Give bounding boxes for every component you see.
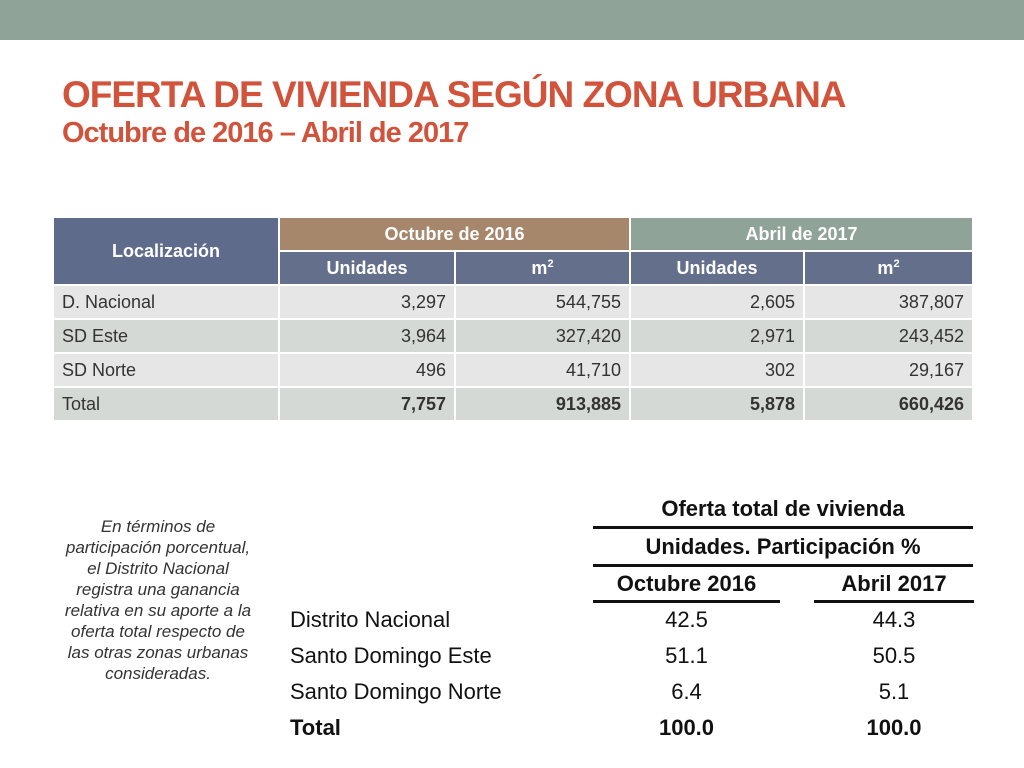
t2-row-v1: 42.5 <box>665 607 708 632</box>
table-row: D. Nacional 3,297 544,755 2,605 387,807 <box>52 284 974 320</box>
t2-row-v2-total: 100.0 <box>866 715 922 740</box>
housing-offer-table: Localización Octubre de 2016 Abril de 20… <box>52 216 974 422</box>
t2-rule-mid <box>593 564 973 567</box>
t2-row-v2: 44.3 <box>872 607 916 632</box>
subheader-unidades-abr: Unidades <box>629 250 805 286</box>
cell-abr-unidades: 2,971 <box>629 318 805 354</box>
t2-row-label: Santo Domingo Este <box>290 643 492 668</box>
cell-localizacion: D. Nacional <box>52 284 280 320</box>
cell-localizacion: Total <box>52 386 280 422</box>
table-row: SD Este 3,964 327,420 2,971 243,452 <box>52 318 974 354</box>
cell-abr-unidades: 302 <box>629 352 805 388</box>
cell-oct-unidades: 7,757 <box>278 386 456 422</box>
t2-rule-col1 <box>593 600 780 603</box>
cell-oct-m2: 327,420 <box>454 318 631 354</box>
cell-localizacion: SD Norte <box>52 352 280 388</box>
note-text: En términos de participación porcentual,… <box>64 517 252 683</box>
cell-abr-m2: 387,807 <box>803 284 974 320</box>
t2-row-label: Distrito Nacional <box>290 607 451 632</box>
title-subtitle: Octubre de 2016 – Abril de 2017 <box>62 117 469 149</box>
t2-rule-top <box>593 526 973 529</box>
t2-row-v2: 5.1 <box>878 679 910 704</box>
t2-row-v1: 6.4 <box>671 679 702 704</box>
header-octubre-2016: Octubre de 2016 <box>278 216 631 252</box>
cell-abr-m2: 29,167 <box>803 352 974 388</box>
t2-row-v1-total: 100.0 <box>658 715 715 740</box>
t2-col-abril: Abril 2017 <box>841 571 947 596</box>
header-abril-2017: Abril de 2017 <box>629 216 974 252</box>
subheader-m2-abr: m2 <box>803 250 974 286</box>
title-main: OFERTA DE VIVIENDA SEGÚN ZONA URBANA <box>62 74 847 115</box>
slide-title: OFERTA DE VIVIENDA SEGÚN ZONA URBANA Oct… <box>62 74 1002 150</box>
cell-oct-m2: 913,885 <box>454 386 631 422</box>
cell-abr-m2: 660,426 <box>803 386 974 422</box>
subheader-m2-oct: m2 <box>454 250 631 286</box>
top-accent-bar <box>0 0 1024 40</box>
cell-abr-unidades: 5,878 <box>629 386 805 422</box>
cell-oct-m2: 544,755 <box>454 284 631 320</box>
cell-localizacion: SD Este <box>52 318 280 354</box>
subheader-unidades-oct: Unidades <box>278 250 456 286</box>
header-localizacion: Localización <box>52 216 280 286</box>
t2-row-v2: 50.5 <box>872 643 916 668</box>
t2-rule-col2 <box>814 600 974 603</box>
t2-title: Oferta total de vivienda <box>661 496 905 521</box>
cell-oct-unidades: 3,297 <box>278 284 456 320</box>
participation-table: Oferta total de vivienda Unidades. Parti… <box>280 488 980 768</box>
cell-abr-unidades: 2,605 <box>629 284 805 320</box>
cell-oct-m2: 41,710 <box>454 352 631 388</box>
t2-row-label-total: Total <box>290 715 341 740</box>
cell-abr-m2: 243,452 <box>803 318 974 354</box>
table-row-total: Total 7,757 913,885 5,878 660,426 <box>52 386 974 422</box>
t2-row-label: Santo Domingo Norte <box>290 679 502 704</box>
table-row: SD Norte 496 41,710 302 29,167 <box>52 352 974 388</box>
cell-oct-unidades: 3,964 <box>278 318 456 354</box>
t2-subtitle: Unidades. Participación % <box>645 534 921 559</box>
t2-col-octubre: Octubre 2016 <box>616 571 757 596</box>
cell-oct-unidades: 496 <box>278 352 456 388</box>
t2-row-v1: 51.1 <box>665 643 708 668</box>
